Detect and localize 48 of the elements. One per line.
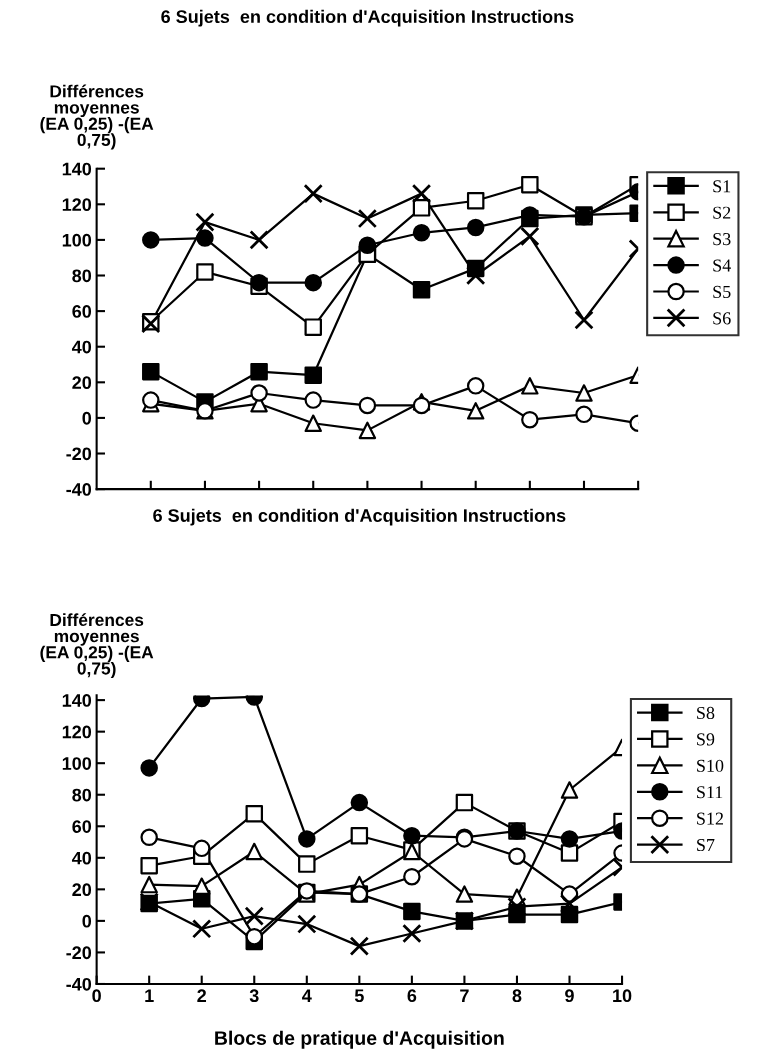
y-tick-label: 140 — [62, 162, 92, 176]
x-axis-title: Blocs de pratique d'Acquisition — [215, 1030, 504, 1049]
y-tick-label: 80 — [72, 788, 92, 802]
legend-label: S1 — [713, 180, 731, 193]
legend-label: S9 — [697, 733, 715, 746]
x-tick-label: 2 — [197, 989, 207, 1002]
x-tick-label: 7 — [460, 989, 469, 1002]
legend-label: S7 — [697, 838, 715, 852]
legend-label: S12 — [697, 812, 723, 825]
y-tick-label: -40 — [66, 977, 92, 991]
chart-title: 6 Sujets en condition d'Acquisition Instructions — [153, 508, 566, 526]
x-tick-label: 10 — [613, 989, 632, 1003]
legend-label: S3 — [713, 233, 731, 246]
y-tick-label: -40 — [66, 483, 92, 496]
y-tick-label: 120 — [62, 725, 92, 739]
y-tick-label: 0 — [82, 914, 92, 928]
chart-title: 6 Sujets en condition d'Acquisition Instructions — [161, 9, 574, 27]
legend-label: S10 — [697, 759, 724, 772]
y-tick-label: 80 — [72, 269, 92, 283]
legend-label: S4 — [713, 259, 731, 272]
y-axis-title: Différences moyennes (EA 0,25) -(EA 0,75) — [40, 613, 154, 679]
legend-label: S11 — [697, 786, 723, 799]
y-tick-label: 60 — [72, 820, 92, 833]
y-tick-label: 20 — [72, 376, 92, 390]
y-tick-label: 40 — [71, 340, 92, 354]
x-tick-label: 6 — [407, 989, 417, 1003]
y-axis-title: Différences moyennes (EA 0,25) -(EA 0,75) — [40, 84, 154, 150]
y-tick-label: 100 — [62, 757, 92, 770]
legend-label: S2 — [713, 206, 731, 219]
x-tick-label: 3 — [249, 989, 259, 1003]
y-tick-label: -20 — [66, 946, 92, 960]
x-tick-label: 0 — [92, 989, 101, 1003]
y-tick-label: 140 — [62, 694, 92, 707]
y-tick-label: 120 — [62, 198, 92, 212]
y-tick-label: 60 — [72, 305, 92, 318]
y-tick-label: 0 — [82, 411, 92, 425]
legend-label: S5 — [713, 285, 731, 299]
y-tick-label: -20 — [66, 447, 92, 461]
legend-label: S6 — [713, 312, 731, 325]
legend-label: S8 — [697, 706, 715, 720]
y-tick-label: 100 — [62, 233, 92, 247]
x-tick-label: 5 — [354, 989, 364, 1003]
y-tick-label: 40 — [71, 851, 92, 865]
x-tick-label: 9 — [565, 989, 574, 1003]
x-tick-label: 4 — [302, 989, 312, 1002]
x-tick-label: 1 — [145, 989, 154, 1002]
y-tick-label: 20 — [72, 883, 92, 897]
x-tick-label: 8 — [512, 989, 522, 1003]
